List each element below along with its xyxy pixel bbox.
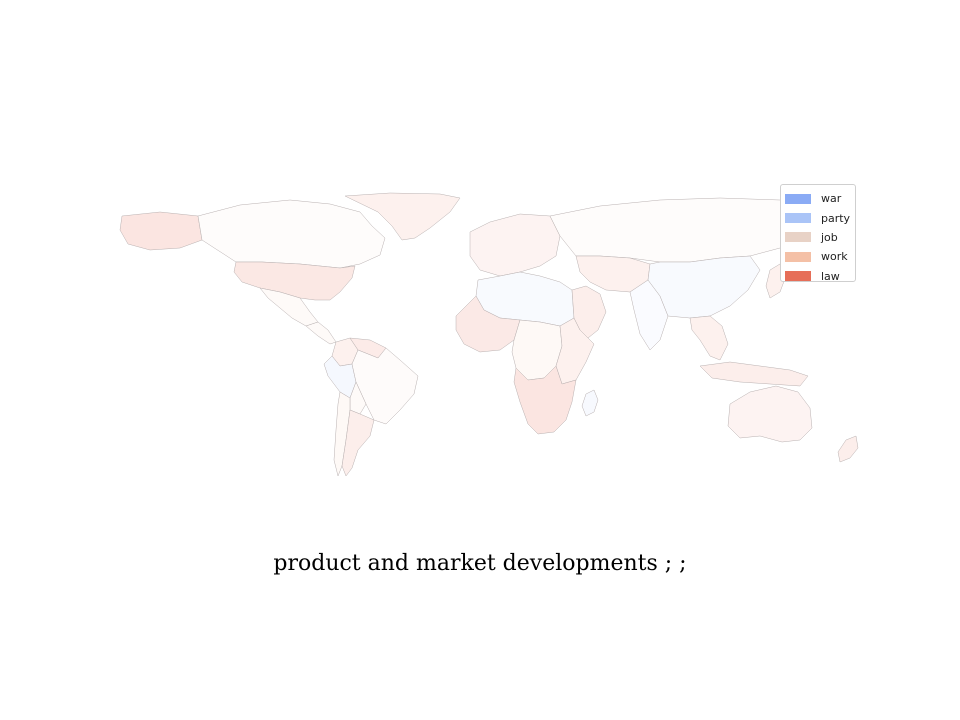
map-caption: product and market developments ; ; (273, 551, 687, 576)
region-arabia (571, 285, 607, 339)
region-brazil (351, 347, 419, 425)
region-alaska (119, 211, 203, 251)
region-chile (333, 391, 351, 477)
legend-label: law (821, 269, 840, 283)
legend-label: party (821, 211, 851, 225)
region-central-america (305, 321, 337, 345)
region-new-zealand (837, 435, 859, 463)
legend-label: war (821, 192, 842, 206)
legend-swatch (785, 232, 811, 243)
legend-swatch (785, 251, 811, 262)
region-madagascar (581, 389, 599, 417)
region-argentina (341, 409, 375, 477)
region-united-states (233, 261, 356, 301)
region-china (647, 255, 761, 319)
legend-label: work (821, 250, 848, 264)
region-canada (197, 199, 386, 269)
legend-swatch (785, 213, 811, 224)
region-southeast-asia (689, 315, 729, 361)
legend-entry: work (785, 247, 855, 266)
region-europe (469, 213, 561, 277)
region-australia (727, 385, 813, 443)
region-greenland (344, 192, 461, 241)
legend-entry: job (785, 228, 855, 247)
legend-swatch (785, 193, 811, 204)
legend-entry: law (785, 267, 855, 286)
legend-entry: war (785, 189, 855, 208)
region-indonesia (699, 361, 809, 387)
region-southern-africa (513, 365, 577, 435)
legend-label: job (821, 230, 838, 244)
legend-swatch (785, 271, 811, 282)
legend-entry: party (785, 208, 855, 227)
map-legend: war party job work law (780, 184, 856, 283)
